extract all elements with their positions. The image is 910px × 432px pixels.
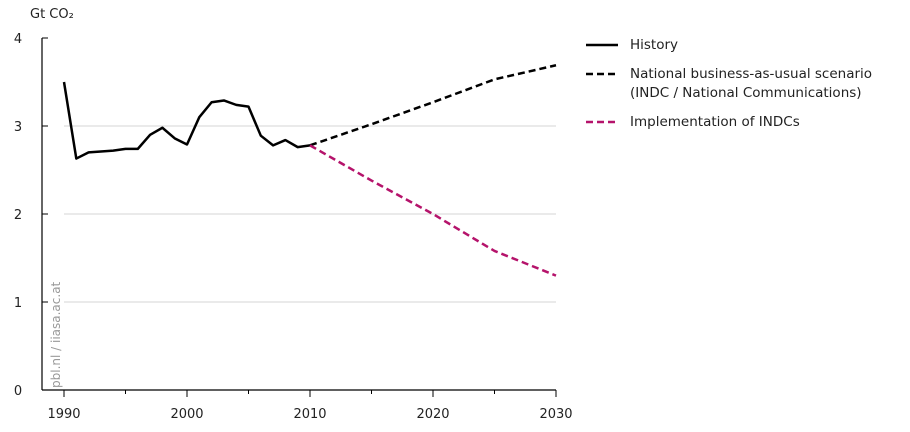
legend-swatch bbox=[586, 72, 618, 76]
legend-label: National business-as-usual scenario (IND… bbox=[630, 66, 873, 101]
line-series bbox=[309, 64, 557, 147]
y-tick-label: 3 bbox=[14, 120, 22, 135]
x-tick-label: 2020 bbox=[416, 407, 449, 422]
y-tick-label: 4 bbox=[14, 32, 22, 47]
x-tick-label: 1990 bbox=[47, 407, 80, 422]
legend-label: Implementation of INDCs bbox=[630, 114, 800, 130]
line-series bbox=[309, 144, 557, 277]
y-tick-label: 1 bbox=[14, 296, 22, 311]
legend-swatch bbox=[586, 120, 618, 124]
legend-entry: National business-as-usual scenario (IND… bbox=[586, 65, 886, 103]
watermark: pbl.nl / iiasa.ac.at bbox=[49, 281, 63, 388]
y-tick-label: 2 bbox=[14, 208, 22, 223]
line-series bbox=[62, 81, 311, 160]
plot: Gt CO₂ 0 1 2 3 4 1990 2000 2010 2020 2030 pbl.nl /… bbox=[14, 7, 573, 422]
x-tick-label: 2030 bbox=[539, 407, 572, 422]
legend: History National business-as-usual scenar… bbox=[586, 36, 886, 142]
legend-swatch bbox=[586, 43, 618, 47]
legend-entry: Implementation of INDCs bbox=[586, 113, 886, 132]
y-tick-label: 0 bbox=[14, 384, 22, 399]
legend-entry: History bbox=[586, 36, 886, 55]
y-axis-label: Gt CO₂ bbox=[30, 7, 74, 22]
legend-label: History bbox=[630, 37, 679, 53]
x-tick-label: 2010 bbox=[293, 407, 326, 422]
x-tick-label: 2000 bbox=[170, 407, 203, 422]
